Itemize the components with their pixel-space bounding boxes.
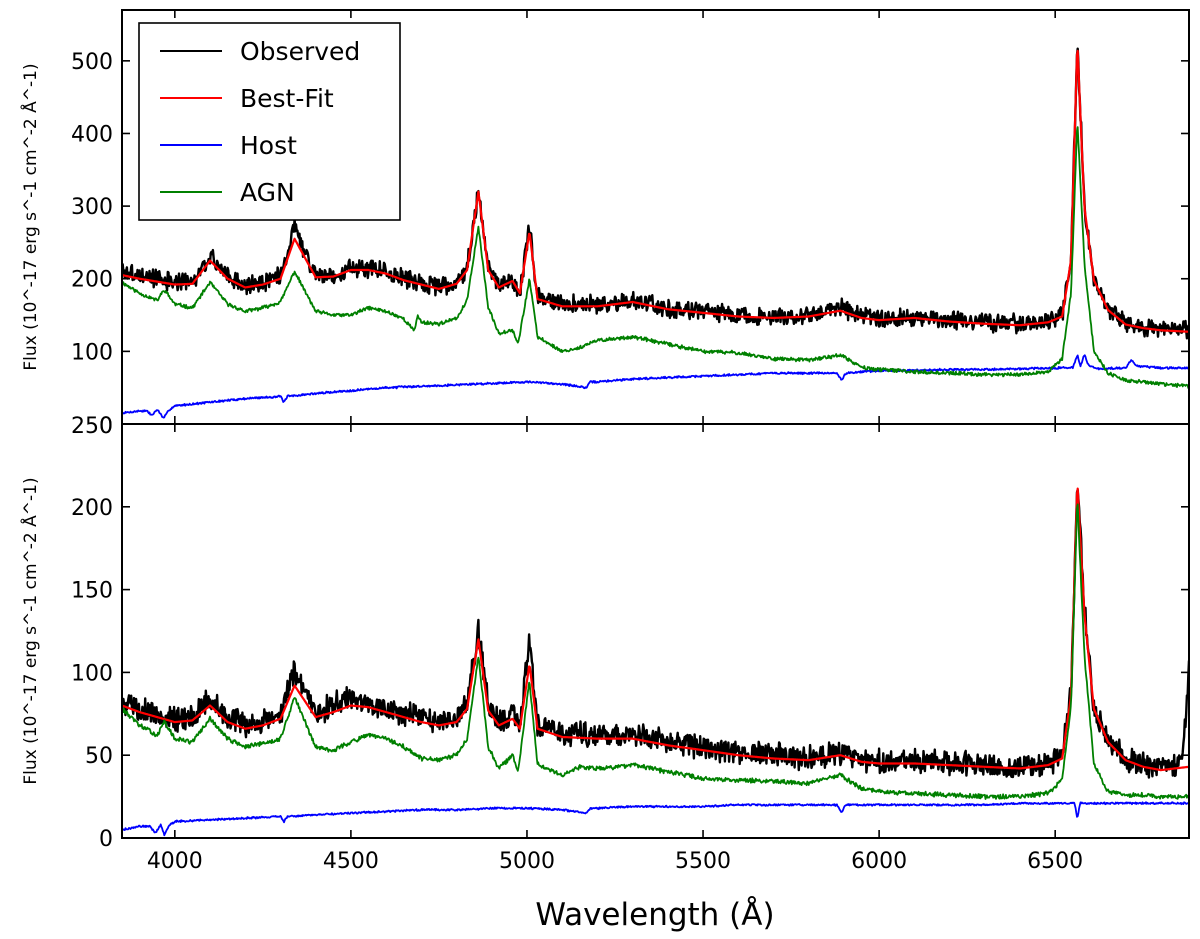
top-series-observed xyxy=(122,47,1189,340)
bottom-panel-series xyxy=(122,487,1189,837)
top-ytick-label: 500 xyxy=(71,50,113,75)
bottom-series-best-fit xyxy=(122,487,1189,772)
legend-label-host: Host xyxy=(240,131,297,160)
bottom-ytick-label: 150 xyxy=(71,579,113,604)
bottom-series-agn xyxy=(122,503,1189,800)
bottom-panel-frame xyxy=(121,423,1190,839)
xtick-label: 5500 xyxy=(675,849,731,874)
xtick-label: 4000 xyxy=(147,849,203,874)
bottom-series-host xyxy=(122,801,1189,837)
legend-label-best-fit: Best-Fit xyxy=(240,84,334,113)
top-ytick-label: 300 xyxy=(71,195,113,220)
legend-entry-agn: AGN xyxy=(160,178,295,207)
bottom-panel-ticks: 0 50 100 150 200 4000 4500 5000 5500 6000 6500 xyxy=(71,424,1189,874)
legend-entry-host: Host xyxy=(160,131,297,160)
top-ytick-label: 400 xyxy=(71,122,113,147)
top-panel: 100 200 300 400 500 Observed Best-Fit Host A… xyxy=(19,9,1190,439)
top-series-agn xyxy=(122,126,1189,389)
bottom-ytick-label: 50 xyxy=(85,744,113,769)
xtick-label: 4500 xyxy=(323,849,379,874)
legend-entry-best-fit: Best-Fit xyxy=(160,84,334,113)
top-panel-tick-label-250: 250 xyxy=(71,414,113,439)
top-series-host xyxy=(122,354,1189,419)
top-series-best-fit xyxy=(122,49,1189,333)
bottom-ytick-label: 200 xyxy=(71,496,113,521)
legend: Observed Best-Fit Host AGN xyxy=(138,22,401,221)
bottom-panel: 0 50 100 150 200 4000 4500 5000 5500 6000 6500 Flu… xyxy=(19,423,1190,933)
top-ytick-label: 100 xyxy=(71,340,113,365)
top-panel-ticks: 100 200 300 400 500 xyxy=(71,10,1189,424)
bottom-series-observed xyxy=(122,488,1189,779)
top-panel-ylabel: Flux (10^-17 erg s^-1 cm^-2 Å^-1) xyxy=(19,63,41,370)
bottom-panel-ylabel: Flux (10^-17 erg s^-1 cm^-2 Å^-1) xyxy=(19,477,41,784)
top-ytick-label: 200 xyxy=(71,268,113,293)
legend-label-agn: AGN xyxy=(240,178,295,207)
xtick-label: 5000 xyxy=(499,849,555,874)
xtick-label: 6000 xyxy=(851,849,907,874)
legend-entry-observed: Observed xyxy=(160,37,360,66)
legend-box xyxy=(138,22,401,221)
bottom-ytick-label: 0 xyxy=(99,827,113,852)
bottom-ytick-label: 100 xyxy=(71,661,113,686)
xtick-label: 6500 xyxy=(1027,849,1083,874)
x-axis-label: Wavelength (Å) xyxy=(535,897,774,933)
top-panel-tick-label-0: 0 xyxy=(99,414,113,439)
legend-label-observed: Observed xyxy=(240,37,360,66)
top-panel-series xyxy=(122,47,1189,419)
